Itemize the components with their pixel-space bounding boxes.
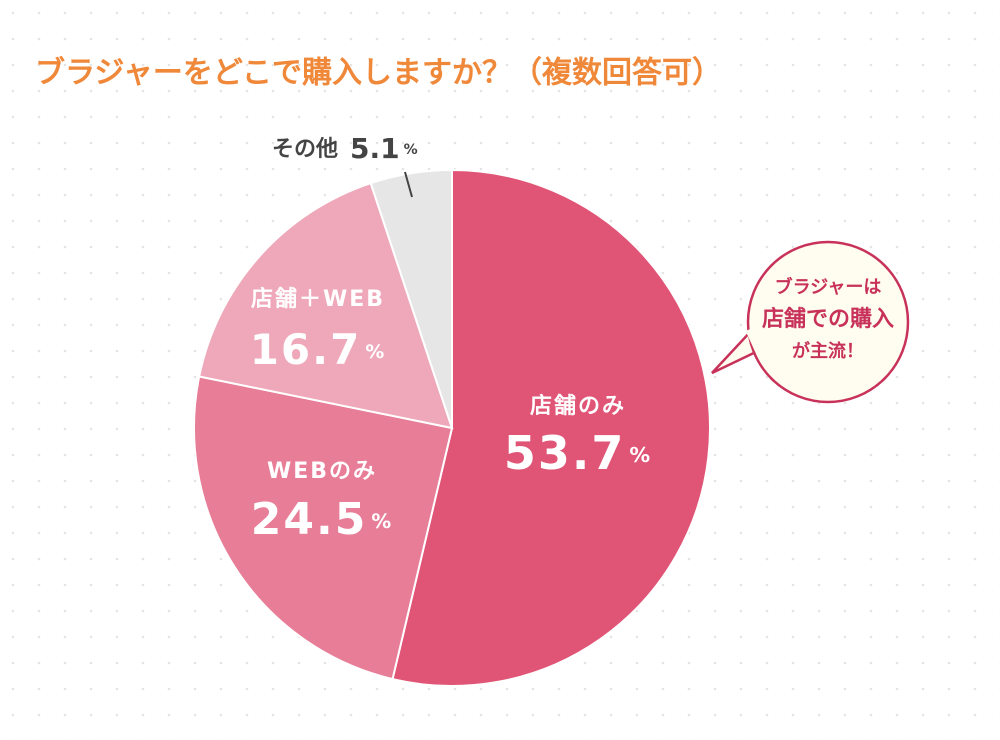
- category-label: その他: [272, 137, 338, 162]
- callout-bubble: [746, 240, 910, 404]
- category-label: 店舗のみ: [530, 393, 626, 419]
- category-label: WEBのみ: [267, 459, 377, 484]
- pie-slice: [369, 168, 453, 429]
- chart-title: ブラジャーをどこで購入しますか？（複数回答可）: [35, 56, 722, 91]
- pie-slice: [391, 168, 711, 687]
- pie-slice: [198, 181, 454, 430]
- value-label: 16.7%: [250, 325, 387, 374]
- value-label: 5.1%: [350, 132, 418, 165]
- callout-join: [745, 328, 760, 352]
- leader-line: [404, 171, 413, 198]
- pie-slice: [193, 375, 454, 681]
- callout-text: 店舗での購入: [762, 306, 894, 332]
- callout: ブラジャーは 店舗での購入 が主流！: [711, 240, 910, 404]
- pie: [193, 168, 711, 687]
- value-label: 53.7%: [504, 426, 652, 480]
- callout-text: ブラジャーは: [775, 276, 882, 298]
- labels: 店舗のみ 53.7 % WEBのみ 24.5 % 店舗＋WEB 16.7 % その他 5.1%: [250, 132, 652, 545]
- callout-text: が主流！: [792, 340, 864, 362]
- value-label: 24.5%: [251, 494, 393, 545]
- category-label: 店舗＋WEB: [251, 286, 385, 312]
